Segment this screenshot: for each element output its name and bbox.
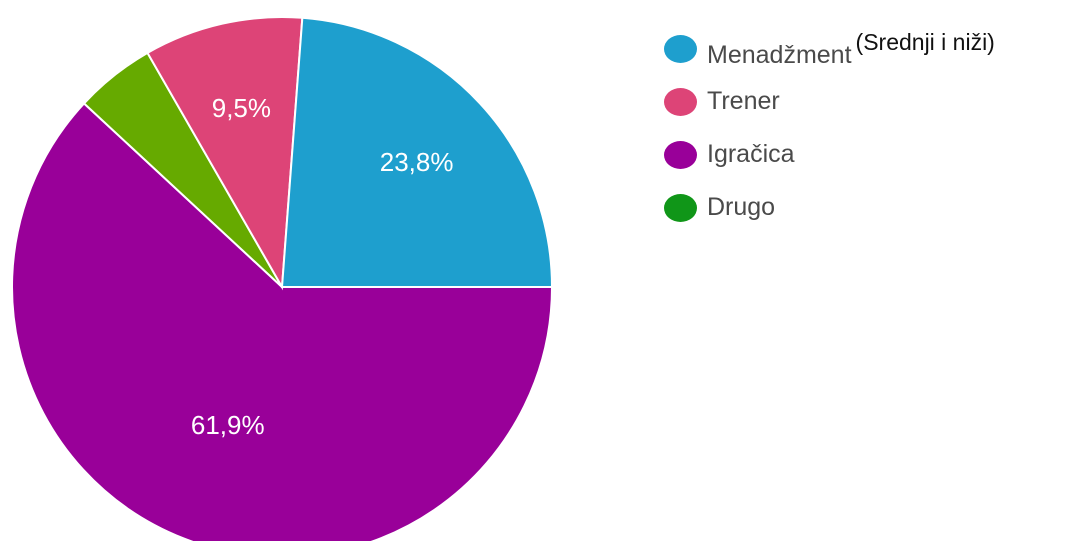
legend-label-extra: (Srednji i niži) — [855, 29, 995, 55]
legend-item-trener: Trener — [664, 75, 995, 128]
pie-slice-2 — [146, 16, 304, 291]
legend-swatch-menadzment — [664, 34, 697, 63]
slice-value-label-0: 61,9% — [191, 410, 265, 440]
legend-item-igracica: Igračica — [664, 128, 995, 181]
legend-label-igracica: Igračica — [707, 140, 795, 168]
slice-value-label-2: 9,5% — [212, 93, 271, 123]
legend-item-drugo: Drugo — [664, 181, 995, 234]
legend-label-trener: Trener — [707, 87, 780, 115]
pie-slice-3 — [280, 16, 554, 288]
chart-legend: Menadžment (Srednji i niži) Trener Igrač… — [664, 22, 995, 234]
legend-item-menadzment: Menadžment (Srednji i niži) — [664, 22, 995, 75]
legend-swatch-trener — [664, 87, 697, 116]
pie-slice-0 — [11, 101, 554, 541]
legend-label-menadzment: Menadžment — [707, 41, 852, 69]
legend-swatch-igracica — [664, 140, 697, 169]
slice-value-label-3: 23,8% — [380, 147, 454, 177]
legend-label-drugo: Drugo — [707, 193, 776, 221]
legend-swatch-drugo — [664, 193, 697, 222]
